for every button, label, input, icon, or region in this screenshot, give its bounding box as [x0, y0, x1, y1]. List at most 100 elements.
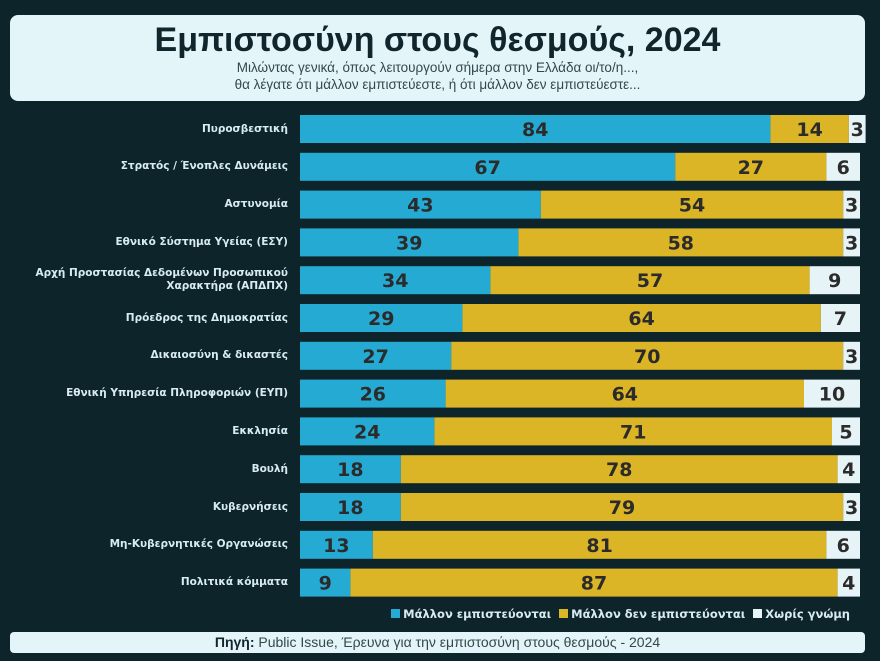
- data-label: 57: [637, 270, 663, 292]
- legend-item-no-opinion: Χωρίς γνώμη: [753, 607, 850, 621]
- data-label: 3: [845, 346, 858, 368]
- data-label: 43: [407, 195, 433, 217]
- data-label: 13: [323, 535, 349, 557]
- bar-trust: [300, 493, 401, 521]
- data-label: 4: [842, 573, 855, 595]
- data-label: 10: [819, 384, 845, 406]
- data-label: 54: [679, 195, 705, 217]
- data-label: 64: [628, 308, 654, 330]
- category-label: Πολιτικά κόμματα: [180, 576, 288, 589]
- category-label: Πυροσβεστική: [201, 122, 288, 135]
- data-label: 14: [796, 119, 822, 141]
- bar-distrust: [540, 190, 844, 219]
- category-label: Κυβερνήσεις: [212, 500, 288, 513]
- bar-no-opinion: [848, 115, 866, 143]
- legend-swatch-no-opinion: [753, 609, 763, 618]
- legend: Μάλλον εμπιστεύονται Μάλλον δεν εμπιστεύ…: [391, 607, 850, 621]
- data-label: 34: [382, 270, 408, 292]
- bar-distrust: [445, 379, 804, 408]
- bar-trust: [300, 417, 435, 446]
- data-label: 3: [845, 195, 858, 217]
- data-label: 3: [845, 497, 858, 519]
- data-label: 7: [834, 308, 847, 330]
- data-label: 6: [837, 535, 850, 557]
- category-label: Εθνική Υπηρεσία Πληροφοριών (ΕΥΠ): [66, 387, 288, 400]
- data-label: 79: [609, 497, 635, 519]
- data-label: 4: [842, 459, 855, 481]
- bar-no-opinion: [832, 417, 860, 446]
- data-label: 87: [581, 573, 607, 595]
- data-label: 9: [319, 573, 332, 595]
- data-label: 24: [354, 421, 380, 443]
- bar-distrust: [518, 228, 844, 257]
- bar-distrust: [462, 304, 821, 332]
- source-text: Public Issue, Έρευνα για την εμπιστοσύνη…: [258, 634, 661, 650]
- bar-distrust: [400, 455, 838, 484]
- bar-no-opinion: [843, 190, 860, 219]
- bar-trust: [300, 228, 519, 257]
- data-label: 84: [522, 119, 548, 141]
- bar-distrust: [451, 341, 844, 370]
- legend-label: Μάλλον δεν εμπιστεύονται: [571, 607, 746, 621]
- data-label: 6: [837, 157, 850, 179]
- bar-no-opinion: [837, 568, 860, 597]
- data-label: 71: [620, 421, 646, 443]
- source-note: Πηγή: Public Issue, Έρευνα για την εμπισ…: [10, 632, 865, 653]
- data-label: 70: [634, 346, 660, 368]
- data-label: 3: [845, 232, 858, 254]
- chart-title: Εμπιστοσύνη στους θεσμούς, 2024: [154, 21, 721, 59]
- bar-trust: [300, 115, 771, 143]
- bar-distrust: [434, 417, 832, 446]
- legend-item-distrust: Μάλλον δεν εμπιστεύονται: [559, 607, 745, 621]
- bar-trust: [300, 304, 463, 332]
- subtitle-line-2: θα λέγατε ότι μάλλον εμπιστεύεστε, ή ότι…: [234, 77, 641, 92]
- data-label: 81: [586, 535, 612, 557]
- data-label: 9: [828, 270, 841, 292]
- bar-distrust: [372, 530, 827, 559]
- data-label: 18: [337, 459, 363, 481]
- category-label: Αρχή Προστασίας Δεδομένων Προσωπικού Χαρ…: [35, 267, 288, 293]
- bar-no-opinion: [843, 341, 860, 370]
- bar-distrust: [675, 152, 827, 181]
- header-panel: Εμπιστοσύνη στους θεσμούς, 2024 Μιλώντας…: [10, 15, 865, 101]
- legend-swatch-trust: [391, 609, 401, 618]
- data-label: 18: [337, 497, 363, 519]
- category-label: Εκκλησία: [232, 424, 288, 437]
- bar-trust: [300, 379, 446, 408]
- category-label: Στρατός / Ένοπλες Δυνάμεις: [120, 160, 288, 173]
- bar-no-opinion: [826, 530, 860, 559]
- legend-label: Χωρίς γνώμη: [765, 607, 850, 621]
- bar-distrust: [770, 115, 849, 143]
- data-label: 29: [368, 308, 394, 330]
- legend-swatch-distrust: [559, 609, 569, 618]
- bar-no-opinion: [826, 152, 860, 181]
- data-label: 5: [839, 421, 852, 443]
- bar-no-opinion: [804, 379, 860, 408]
- subtitle-line-1: Μιλώντας γενικά, όπως λειτουργούν σήμερα…: [236, 60, 639, 75]
- category-label: Αστυνομία: [224, 198, 289, 211]
- legend-label: Μάλλον εμπιστεύονται: [403, 607, 552, 621]
- bar-trust: [300, 152, 676, 181]
- bar-trust: [300, 530, 373, 559]
- data-label: 26: [360, 384, 386, 406]
- category-label: Εθνικό Σύστημα Υγείας (ΕΣΥ): [115, 235, 288, 248]
- bar-no-opinion: [820, 304, 860, 332]
- data-label: 78: [606, 459, 632, 481]
- category-label: Βουλή: [251, 462, 288, 475]
- bar-distrust: [350, 568, 838, 597]
- data-label: 64: [612, 384, 638, 406]
- category-label: Πρόεδρος της Δημοκρατίας: [125, 311, 288, 324]
- bar-trust: [300, 455, 401, 484]
- bar-distrust: [490, 266, 810, 295]
- data-label: 27: [362, 346, 388, 368]
- bar-trust: [300, 341, 452, 370]
- bar-no-opinion: [843, 228, 860, 257]
- data-label: 67: [474, 157, 500, 179]
- legend-item-trust: Μάλλον εμπιστεύονται: [391, 607, 551, 621]
- data-label: 58: [668, 232, 694, 254]
- category-label: Δικαιοσύνη & δικαστές: [150, 349, 288, 362]
- bar-no-opinion: [843, 493, 860, 521]
- bar-trust: [300, 190, 541, 219]
- data-label: 39: [396, 232, 422, 254]
